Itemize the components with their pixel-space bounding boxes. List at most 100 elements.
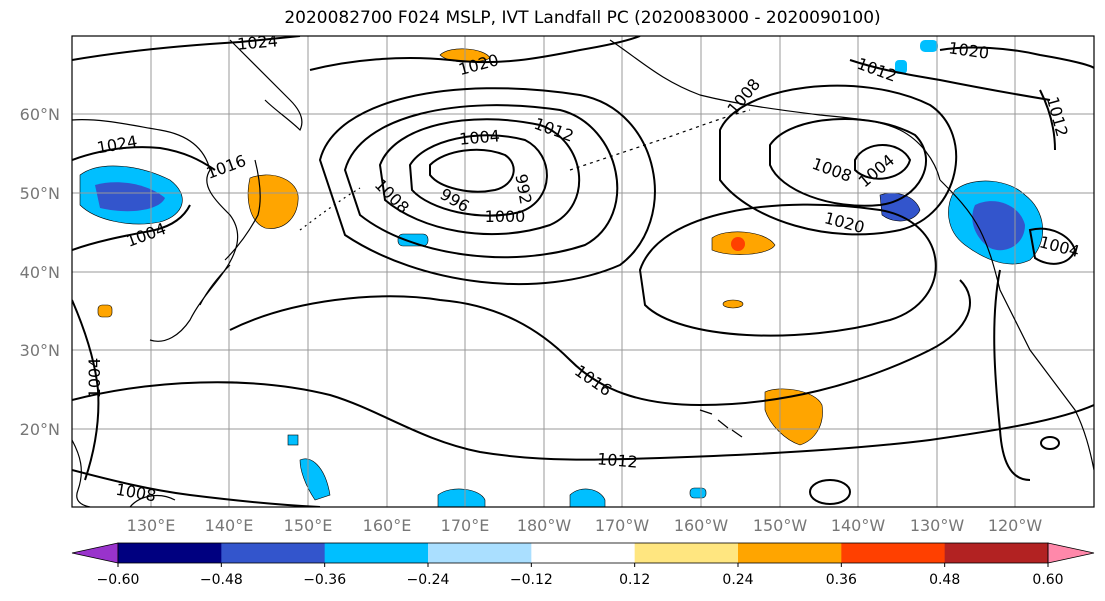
contour-1004-far-west (72, 299, 100, 481)
ivt-blob-tiny5 (97, 304, 113, 318)
contour-label: 1004 (458, 126, 500, 148)
lon-label: 160°W (674, 516, 729, 535)
map-frame (71, 35, 1095, 508)
contour-1008-south (72, 469, 321, 507)
lat-label: 40°N (20, 263, 60, 282)
contour-1004-west (72, 204, 191, 251)
ivt-blob-pnw-core (972, 201, 1025, 251)
colorbar-tick-label: 0.36 (826, 572, 857, 588)
coast-japan (199, 159, 261, 306)
colorbar-swatch (531, 543, 636, 563)
contour-low-1008 (343, 104, 619, 259)
colorbar-swatch (428, 543, 532, 563)
coast-kuril (299, 187, 361, 231)
contour-east-1008 (993, 269, 1031, 481)
ivt-blob-midpac-core (731, 237, 745, 251)
contour-label: 1012 (596, 449, 638, 471)
contour-label: 1024 (236, 31, 278, 53)
colorbar-swatch (944, 543, 1049, 563)
colorbar-tick-label: 0.48 (929, 572, 960, 588)
contour-small-east (1040, 436, 1060, 450)
ivt-blob-korea (247, 174, 299, 229)
colorbar-ticks: −0.60 −0.48 −0.36 −0.24 −0.12 0.12 0.24 0.36 0.4… (97, 563, 1064, 588)
contour-low-996 (429, 148, 515, 193)
coastlines (72, 39, 1094, 507)
colorbar-swatch (738, 543, 842, 563)
lon-label: 180°W (517, 516, 572, 535)
contour-1020-north (309, 36, 641, 71)
coast-aleutians (569, 109, 751, 171)
colorbar-tick-label: 0.24 (722, 572, 753, 588)
coast-borneo (129, 494, 176, 507)
colorbar-tick-label: −0.60 (97, 572, 140, 588)
contour-1012-south (72, 381, 1094, 461)
colorbar-tick-label: −0.12 (510, 572, 553, 588)
lat-label: 20°N (20, 420, 60, 439)
lat-label: 50°N (20, 184, 60, 203)
contour-1020-ne (939, 46, 1094, 69)
colorbar (71, 542, 1095, 564)
lon-label: 120°W (988, 516, 1043, 535)
ivt-shading (79, 40, 1043, 507)
ivt-blob-hawaii (764, 388, 823, 446)
contour-gulf-1004 (854, 144, 912, 180)
ivt-blob-tiny6 (689, 487, 707, 499)
lat-label: 60°N (20, 105, 60, 124)
ivt-blob-tiny3 (920, 40, 938, 52)
lon-label: 140°W (831, 516, 886, 535)
lon-label: 130°W (910, 516, 965, 535)
contour-low-east-1000 (1028, 227, 1077, 265)
lon-label: 150°E (284, 516, 333, 535)
contour-small-high (809, 479, 851, 505)
colorbar-swatch (221, 543, 326, 563)
coast-hawaii (699, 409, 743, 438)
colorbar-swatch (118, 543, 222, 563)
colorbar-tick-label: −0.36 (303, 572, 346, 588)
lon-label: 170°W (595, 516, 650, 535)
lon-label: 130°E (127, 516, 176, 535)
contour-gulf-1012 (719, 84, 958, 236)
colorbar-swatch (324, 543, 429, 563)
colorbar-extend-high (1047, 542, 1095, 564)
lon-label: 140°E (205, 516, 254, 535)
colorbar-tick-label: −0.48 (200, 572, 243, 588)
contour-low-1004 (378, 118, 581, 236)
contour-label: 1000 (485, 207, 526, 226)
colorbar-border (117, 542, 1049, 564)
lon-label: 170°E (441, 516, 490, 535)
colorbar-swatch (634, 543, 739, 563)
latitude-labels: 60°N 50°N 40°N 30°N 20°N (20, 105, 60, 439)
ivt-blob-tiny1 (287, 434, 299, 446)
colorbar-tick-label: 0.12 (619, 572, 650, 588)
map-title: 2020082700 F024 MSLP, IVT Landfall PC (2… (284, 8, 881, 28)
ivt-blob-south1 (437, 488, 486, 507)
coast-kamchatka (229, 39, 303, 132)
longitude-labels: 130°E 140°E 150°E 160°E 170°E 180°W 170°… (127, 516, 1043, 535)
gridlines (72, 36, 1094, 507)
ivt-blob-east-asia-core (95, 182, 165, 212)
ivt-blob-tiny2 (397, 233, 429, 247)
coast-philippines (72, 439, 91, 507)
contour-1012-ne (849, 59, 1051, 101)
contour-1012-east (1039, 89, 1056, 151)
contour-low-1012 (318, 87, 656, 286)
ivt-blob-tiny4 (895, 60, 907, 74)
ivt-blob-small (722, 299, 744, 309)
coast-asia (72, 119, 239, 342)
contour-1024-west (72, 146, 216, 171)
lon-label: 150°W (753, 516, 808, 535)
mslp-contours (72, 36, 1094, 507)
contour-gulf-1008 (769, 118, 927, 207)
coast-alaska (609, 39, 941, 181)
colorbar-extend-low (71, 542, 119, 564)
ivt-blob-south2 (569, 488, 606, 507)
colorbar-swatch (841, 543, 946, 563)
contour-1016 (229, 279, 971, 407)
lon-label: 160°E (363, 516, 412, 535)
contour-high-1020 (638, 203, 937, 337)
colorbar-tick-label: −0.24 (407, 572, 450, 588)
contour-low-1000 (408, 134, 548, 217)
colorbar-tick-label: 0.60 (1032, 572, 1063, 588)
lat-label: 30°N (20, 341, 60, 360)
